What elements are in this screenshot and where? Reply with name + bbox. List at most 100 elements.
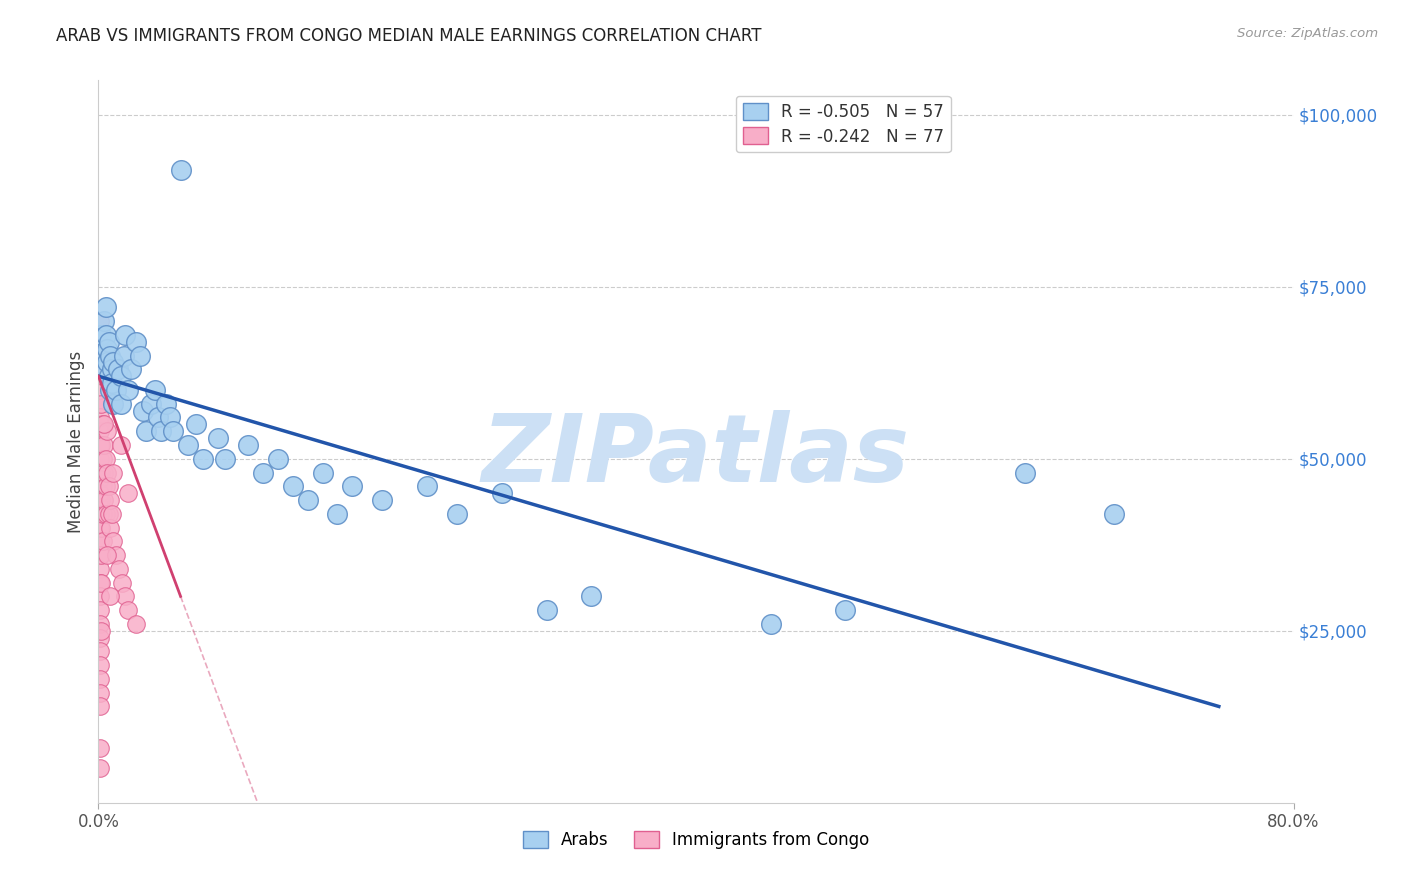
Immigrants from Congo xyxy=(89,451,111,466)
Immigrants from Congo xyxy=(103,466,125,480)
Arabs xyxy=(110,369,132,384)
Arabs xyxy=(132,403,155,417)
Arabs xyxy=(416,479,439,493)
Immigrants from Congo xyxy=(90,466,112,480)
Immigrants from Congo xyxy=(125,616,148,631)
Immigrants from Congo xyxy=(114,590,136,604)
Immigrants from Congo xyxy=(101,507,124,521)
Arabs xyxy=(114,327,136,342)
Immigrants from Congo xyxy=(89,314,111,328)
Immigrants from Congo xyxy=(91,507,114,521)
Arabs xyxy=(169,162,191,177)
Arabs xyxy=(184,417,207,432)
Arabs xyxy=(834,603,856,617)
Immigrants from Congo xyxy=(89,369,111,384)
Arabs xyxy=(1014,466,1036,480)
Immigrants from Congo xyxy=(91,417,114,432)
Arabs xyxy=(90,327,112,342)
Immigrants from Congo xyxy=(111,575,134,590)
Immigrants from Congo xyxy=(93,417,115,432)
Arabs xyxy=(93,314,115,328)
Y-axis label: Median Male Earnings: Median Male Earnings xyxy=(67,351,86,533)
Arabs xyxy=(371,493,394,508)
Immigrants from Congo xyxy=(89,616,111,631)
Arabs xyxy=(110,397,132,411)
Immigrants from Congo xyxy=(89,424,111,438)
Arabs xyxy=(101,376,124,390)
Immigrants from Congo xyxy=(94,479,117,493)
Arabs xyxy=(252,466,274,480)
Arabs xyxy=(207,431,229,445)
Immigrants from Congo xyxy=(89,520,111,534)
Immigrants from Congo xyxy=(96,466,118,480)
Arabs xyxy=(125,334,148,349)
Immigrants from Congo xyxy=(89,548,111,562)
Arabs xyxy=(267,451,290,466)
Immigrants from Congo xyxy=(96,424,118,438)
Arabs xyxy=(93,362,115,376)
Immigrants from Congo xyxy=(91,479,114,493)
Arabs xyxy=(191,451,214,466)
Immigrants from Congo xyxy=(93,466,115,480)
Arabs xyxy=(135,424,157,438)
Legend: Arabs, Immigrants from Congo: Arabs, Immigrants from Congo xyxy=(516,824,876,856)
Immigrants from Congo xyxy=(89,658,111,673)
Arabs xyxy=(297,493,319,508)
Text: ZIPatlas: ZIPatlas xyxy=(482,410,910,502)
Immigrants from Congo xyxy=(89,631,111,645)
Arabs xyxy=(581,590,603,604)
Arabs xyxy=(103,397,125,411)
Immigrants from Congo xyxy=(89,740,111,755)
Arabs xyxy=(236,438,259,452)
Immigrants from Congo xyxy=(89,417,111,432)
Immigrants from Congo xyxy=(93,493,115,508)
Arabs xyxy=(759,616,782,631)
Arabs xyxy=(103,355,125,369)
Arabs xyxy=(150,424,173,438)
Immigrants from Congo xyxy=(103,534,125,549)
Immigrants from Congo xyxy=(96,548,118,562)
Arabs xyxy=(177,438,200,452)
Immigrants from Congo xyxy=(89,410,111,425)
Arabs xyxy=(446,507,468,521)
Text: Source: ZipAtlas.com: Source: ZipAtlas.com xyxy=(1237,27,1378,40)
Arabs xyxy=(98,349,122,363)
Arabs xyxy=(326,507,349,521)
Arabs xyxy=(117,383,139,397)
Immigrants from Congo xyxy=(89,534,111,549)
Immigrants from Congo xyxy=(90,520,112,534)
Arabs xyxy=(97,334,120,349)
Arabs xyxy=(281,479,304,493)
Arabs xyxy=(214,451,236,466)
Immigrants from Congo xyxy=(89,383,111,397)
Immigrants from Congo xyxy=(89,562,111,576)
Immigrants from Congo xyxy=(89,672,111,686)
Immigrants from Congo xyxy=(90,397,112,411)
Arabs xyxy=(491,486,513,500)
Immigrants from Congo xyxy=(89,493,111,508)
Arabs xyxy=(96,342,118,356)
Arabs xyxy=(342,479,364,493)
Arabs xyxy=(155,397,177,411)
Immigrants from Congo xyxy=(90,575,112,590)
Immigrants from Congo xyxy=(98,520,122,534)
Immigrants from Congo xyxy=(89,438,111,452)
Text: ARAB VS IMMIGRANTS FROM CONGO MEDIAN MALE EARNINGS CORRELATION CHART: ARAB VS IMMIGRANTS FROM CONGO MEDIAN MAL… xyxy=(56,27,762,45)
Arabs xyxy=(112,349,135,363)
Immigrants from Congo xyxy=(89,644,111,658)
Arabs xyxy=(1104,507,1126,521)
Arabs xyxy=(96,355,118,369)
Immigrants from Congo xyxy=(93,438,115,452)
Immigrants from Congo xyxy=(89,507,111,521)
Immigrants from Congo xyxy=(90,548,112,562)
Immigrants from Congo xyxy=(89,761,111,775)
Arabs xyxy=(91,349,114,363)
Arabs xyxy=(139,397,162,411)
Arabs xyxy=(159,410,181,425)
Immigrants from Congo xyxy=(89,686,111,700)
Immigrants from Congo xyxy=(89,397,111,411)
Arabs xyxy=(162,424,184,438)
Immigrants from Congo xyxy=(98,493,122,508)
Immigrants from Congo xyxy=(91,534,114,549)
Arabs xyxy=(120,362,142,376)
